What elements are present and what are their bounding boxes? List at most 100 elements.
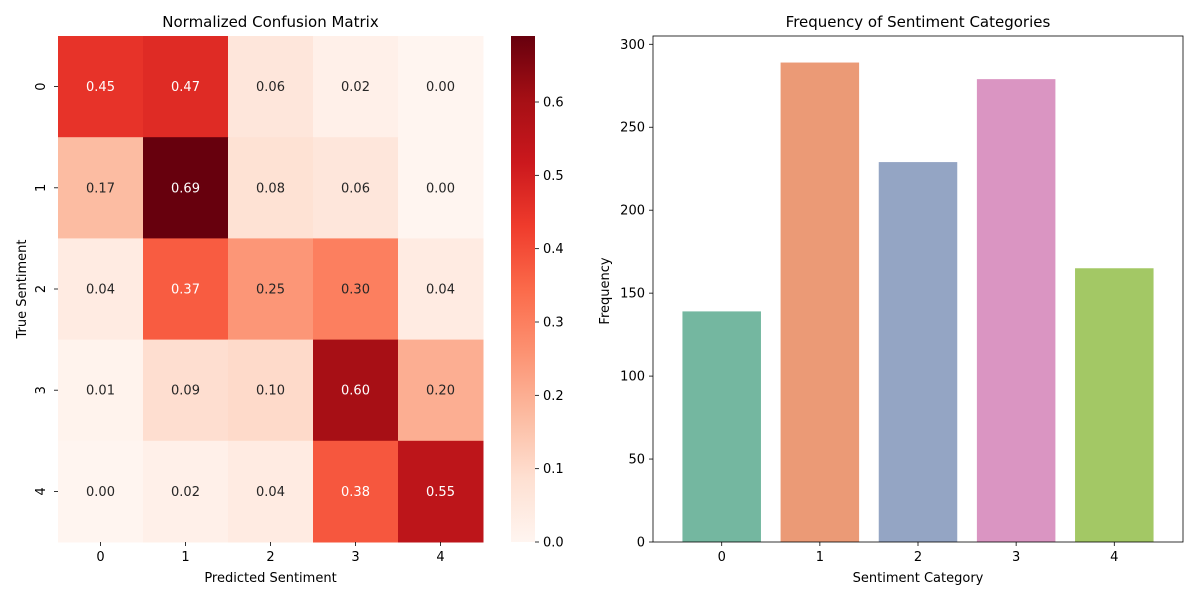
heatmap-y-tick-label: 1 [34, 184, 49, 192]
heatmap-cell-1-2 [228, 137, 314, 239]
heatmap-cell-2-2 [228, 238, 314, 341]
heatmap-annotation: 0.47 [171, 80, 200, 95]
bar-y-tick-label: 200 [620, 204, 645, 219]
heatmap-cell-2-1 [143, 238, 229, 341]
heatmap-cell-1-3 [313, 137, 399, 239]
heatmap-y-tick-label: 2 [34, 285, 49, 293]
heatmap-annotation: 0.08 [256, 181, 285, 196]
heatmap-cell-2-3 [313, 238, 399, 341]
heatmap-cell-3-3 [313, 339, 399, 442]
colorbar-tick-label: 0.3 [543, 316, 564, 331]
heatmap-cell-1-1 [143, 137, 229, 239]
heatmap-annotation: 0.00 [426, 80, 455, 95]
heatmap-annotation: 0.00 [86, 485, 115, 500]
heatmap-x-tick-label: 4 [436, 550, 444, 565]
bar-x-tick-label: 4 [1110, 550, 1118, 565]
heatmap-cell-3-2 [228, 339, 314, 442]
colorbar-tick-label: 0.4 [543, 242, 564, 257]
heatmap-panel: Normalized Confusion Matrix 0.45 0.47 0.06… [15, 13, 484, 586]
heatmap-x-tick-label: 1 [181, 550, 189, 565]
heatmap-cell-1-4 [398, 137, 484, 239]
bar-x-ticks: 0 1 2 3 4 [718, 542, 1118, 565]
heatmap-annotation: 0.25 [256, 283, 285, 298]
heatmap-annotation: 0.20 [426, 384, 455, 399]
heatmap-annotation: 0.04 [86, 283, 115, 298]
heatmap-annotation: 0.00 [426, 181, 455, 196]
heatmap-annotation: 0.02 [341, 80, 370, 95]
heatmap-annotations: 0.45 0.47 0.06 0.02 0.00 0.17 0.69 0.08 0.06 0.00… [86, 80, 455, 500]
heatmap-annotation: 0.60 [341, 384, 370, 399]
heatmap-cell-3-0 [58, 339, 144, 442]
bar-y-ticks: 0 50 100 150 200 250 300 [620, 38, 653, 551]
heatmap-annotation: 0.55 [426, 485, 455, 500]
bar-1 [780, 62, 860, 543]
bar-y-tick-label: 300 [620, 38, 645, 53]
bar-title: Frequency of Sentiment Categories [786, 13, 1051, 31]
heatmap-cell-4-0 [58, 440, 144, 543]
bar-4 [1075, 268, 1154, 542]
bar-y-tick-label: 0 [637, 536, 645, 551]
heatmap-annotation: 0.37 [171, 283, 200, 298]
heatmap-annotation: 0.04 [426, 283, 455, 298]
heatmap-x-tick-label: 2 [266, 550, 274, 565]
heatmap-x-ticks: 0 1 2 3 4 [96, 542, 445, 565]
colorbar-tick-label: 0.6 [543, 96, 564, 111]
heatmap-title: Normalized Confusion Matrix [162, 13, 379, 31]
bar-y-tick-label: 150 [620, 287, 645, 302]
heatmap-cell-0-2 [228, 36, 314, 138]
heatmap-y-tick-label: 4 [34, 487, 49, 495]
heatmap-cell-0-3 [313, 36, 399, 138]
heatmap-cells [58, 36, 484, 543]
colorbar-ticks: 0.0 0.1 0.2 0.3 0.4 0.5 0.6 [535, 96, 564, 551]
heatmap-cell-4-1 [143, 440, 229, 543]
heatmap-y-tick-label: 0 [34, 82, 49, 90]
heatmap-annotation: 0.45 [86, 80, 115, 95]
heatmap-cell-1-0 [58, 137, 144, 239]
heatmap-cell-3-4 [398, 339, 484, 442]
colorbar-tick-label: 0.1 [543, 462, 564, 477]
colorbar-tick-label: 0.5 [543, 169, 564, 184]
heatmap-annotation: 0.17 [86, 181, 115, 196]
heatmap-y-axis-label: True Sentiment [15, 240, 30, 340]
heatmap-y-tick-label: 3 [34, 386, 49, 394]
heatmap-cell-2-0 [58, 238, 144, 341]
heatmap-annotation: 0.06 [256, 80, 285, 95]
bar-x-tick-label: 3 [1012, 550, 1020, 565]
bar-3 [976, 79, 1056, 542]
heatmap-annotation: 0.69 [171, 181, 200, 196]
heatmap-cell-4-2 [228, 440, 314, 543]
heatmap-annotation: 0.10 [256, 384, 285, 399]
bar-y-tick-label: 100 [620, 370, 645, 385]
colorbar: 0.0 0.1 0.2 0.3 0.4 0.5 0.6 [511, 36, 564, 551]
bars [682, 62, 1154, 543]
bar-y-axis-label: Frequency [598, 257, 613, 324]
colorbar-gradient [511, 36, 535, 542]
bar-x-tick-label: 2 [914, 550, 922, 565]
bar-x-tick-label: 1 [816, 550, 824, 565]
heatmap-annotation: 0.01 [86, 384, 115, 399]
bar-x-tick-label: 0 [718, 550, 726, 565]
heatmap-annotation: 0.06 [341, 181, 370, 196]
heatmap-cell-0-4 [398, 36, 484, 138]
heatmap-cell-4-3 [313, 440, 399, 543]
heatmap-cell-4-4 [398, 440, 484, 543]
heatmap-x-tick-label: 0 [96, 550, 104, 565]
heatmap-annotation: 0.09 [171, 384, 200, 399]
heatmap-annotation: 0.38 [341, 485, 370, 500]
heatmap-annotation: 0.30 [341, 283, 370, 298]
heatmap-cell-3-1 [143, 339, 229, 442]
heatmap-cell-0-1 [143, 36, 229, 138]
bar-2 [878, 162, 958, 542]
heatmap-y-ticks: 0 1 2 3 4 [34, 82, 58, 496]
heatmap-cell-2-4 [398, 238, 484, 341]
heatmap-cell-0-0 [58, 36, 144, 138]
bar-x-axis-label: Sentiment Category [853, 571, 984, 586]
bar-y-tick-label: 50 [628, 453, 645, 468]
colorbar-tick-label: 0.2 [543, 389, 564, 404]
heatmap-annotation: 0.02 [171, 485, 200, 500]
heatmap-x-tick-label: 3 [351, 550, 359, 565]
bar-y-tick-label: 250 [620, 121, 645, 136]
colorbar-tick-label: 0.0 [543, 536, 564, 551]
